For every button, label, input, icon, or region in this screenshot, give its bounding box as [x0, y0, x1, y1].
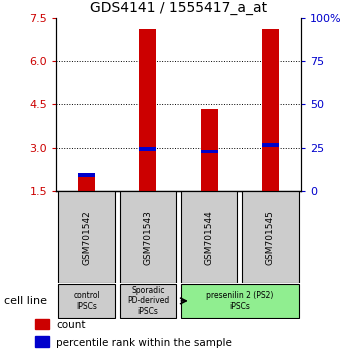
Text: GSM701542: GSM701542 — [82, 210, 91, 264]
Bar — [181, 284, 299, 318]
Text: presenilin 2 (PS2)
iPSCs: presenilin 2 (PS2) iPSCs — [206, 291, 273, 310]
Bar — [262, 143, 279, 147]
Bar — [120, 284, 176, 318]
Text: control
IPSCs: control IPSCs — [73, 291, 100, 310]
Bar — [262, 29, 279, 191]
Bar — [139, 29, 156, 191]
Text: GSM701545: GSM701545 — [266, 210, 275, 265]
Bar — [181, 191, 237, 283]
Title: GDS4141 / 1555417_a_at: GDS4141 / 1555417_a_at — [90, 1, 267, 15]
Bar — [35, 319, 49, 329]
Bar — [242, 191, 299, 283]
Bar — [58, 284, 115, 318]
Bar — [139, 147, 156, 151]
Bar — [201, 109, 218, 191]
Text: cell line: cell line — [4, 296, 47, 306]
Text: GSM701544: GSM701544 — [205, 210, 214, 264]
Bar — [35, 336, 49, 347]
Bar — [78, 173, 95, 191]
Bar — [201, 149, 218, 153]
Bar — [58, 191, 115, 283]
Text: GSM701543: GSM701543 — [144, 210, 152, 265]
Bar — [78, 173, 95, 177]
Text: percentile rank within the sample: percentile rank within the sample — [56, 338, 232, 348]
Bar — [120, 191, 176, 283]
Text: Sporadic
PD-derived
iPSCs: Sporadic PD-derived iPSCs — [127, 286, 169, 316]
Text: count: count — [56, 320, 85, 330]
